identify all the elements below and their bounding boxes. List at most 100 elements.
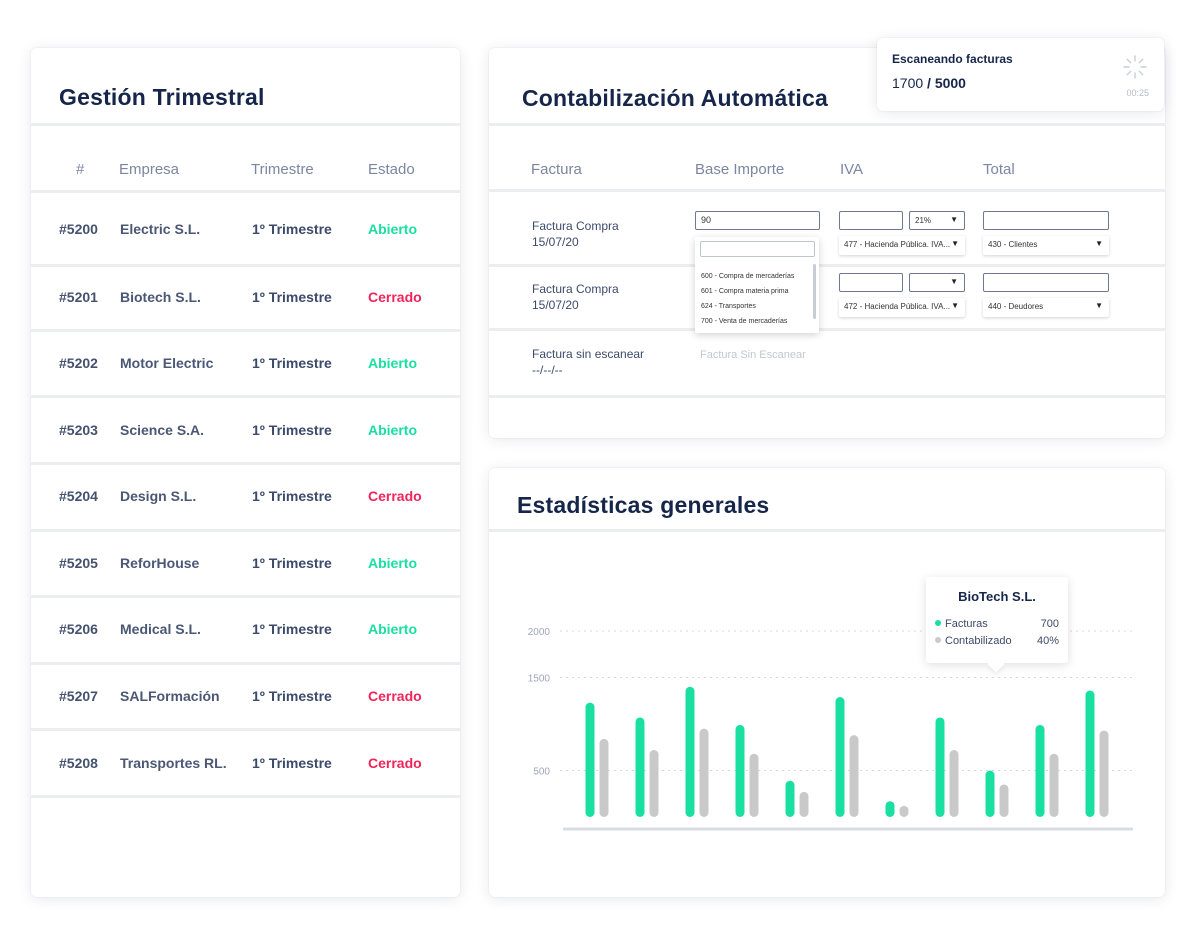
tooltip-label: Facturas bbox=[945, 618, 988, 630]
bar-contabilizado bbox=[749, 753, 759, 817]
divider bbox=[489, 264, 1165, 267]
accounting-title: Contabilización Automática bbox=[522, 85, 828, 111]
bar-facturas bbox=[885, 801, 895, 817]
divider bbox=[31, 190, 460, 193]
row-company: Medical S.L. bbox=[120, 621, 201, 637]
divider bbox=[489, 123, 1165, 126]
table-row[interactable]: #5203 Science S.A. 1º Trimestre Abierto bbox=[31, 399, 460, 461]
bar-contabilizado bbox=[649, 750, 659, 817]
table-row[interactable]: #5205 ReforHouse 1º Trimestre Abierto bbox=[31, 532, 460, 594]
table-row[interactable]: #5207 SALFormación 1º Trimestre Cerrado bbox=[31, 665, 460, 727]
col-header-trimestre: Trimestre bbox=[251, 161, 314, 178]
scan-progress: 1700 / 5000 bbox=[892, 75, 966, 91]
dropdown-search-input[interactable] bbox=[700, 241, 815, 257]
invoice-name: Factura Compra bbox=[532, 282, 619, 296]
scan-title: Escaneando facturas bbox=[892, 52, 1013, 66]
loading-spinner-icon bbox=[1123, 55, 1147, 79]
row-quarter: 1º Trimestre bbox=[252, 688, 332, 704]
divider bbox=[489, 328, 1165, 331]
total-account-value: 430 - Clientes bbox=[988, 240, 1038, 249]
iva-account-select[interactable]: 472 - Hacienda Pública. IVA... ▼ bbox=[839, 298, 965, 317]
row-quarter: 1º Trimestre bbox=[252, 755, 332, 771]
invoice-date: --/--/-- bbox=[532, 363, 563, 377]
tooltip-row-contabilizado: Contabilizado 40% bbox=[935, 635, 1059, 647]
iva-account-select[interactable]: 477 - Hacienda Pública. IVA... ▼ bbox=[839, 236, 965, 255]
row-number: #5200 bbox=[59, 221, 98, 237]
divider bbox=[31, 795, 460, 798]
divider bbox=[31, 395, 460, 398]
scan-separator: / bbox=[923, 75, 935, 91]
row-quarter: 1º Trimestre bbox=[252, 621, 332, 637]
bar-contabilizado bbox=[699, 728, 709, 817]
col-header-iva: IVA bbox=[840, 161, 864, 178]
iva-account-value: 477 - Hacienda Pública. IVA... bbox=[844, 240, 951, 249]
row-company: Biotech S.L. bbox=[120, 289, 201, 305]
legend-dot-icon bbox=[935, 637, 941, 643]
iva-rate-select[interactable]: ▼ bbox=[909, 273, 965, 292]
table-row[interactable]: #5201 Biotech S.L. 1º Trimestre Cerrado bbox=[31, 266, 460, 328]
tooltip-value: 700 bbox=[1040, 618, 1059, 630]
total-account-select[interactable]: 430 - Clientes ▼ bbox=[983, 236, 1109, 255]
row-company: Motor Electric bbox=[120, 355, 214, 371]
bar-contabilizado bbox=[1099, 730, 1109, 817]
caret-down-icon: ▼ bbox=[1095, 239, 1103, 248]
iva-amount-input[interactable] bbox=[839, 273, 903, 292]
unscanned-placeholder: Factura Sin Escanear bbox=[700, 349, 806, 361]
table-row[interactable]: #5206 Medical S.L. 1º Trimestre Abierto bbox=[31, 598, 460, 660]
bar-facturas bbox=[985, 770, 995, 817]
dropdown-option[interactable]: 624 - Transportes bbox=[701, 303, 756, 310]
y-tick-label: 500 bbox=[533, 767, 550, 778]
row-quarter: 1º Trimestre bbox=[252, 221, 332, 237]
row-quarter: 1º Trimestre bbox=[252, 422, 332, 438]
row-number: #5206 bbox=[59, 621, 98, 637]
row-company: Electric S.L. bbox=[120, 221, 201, 237]
bar-facturas bbox=[1035, 724, 1045, 817]
row-number: #5201 bbox=[59, 289, 98, 305]
invoice-name: Factura sin escanear bbox=[532, 347, 645, 361]
row-quarter: 1º Trimestre bbox=[252, 488, 332, 504]
row-status: Abierto bbox=[368, 555, 417, 571]
bar-facturas bbox=[785, 780, 795, 817]
row-status: Abierto bbox=[368, 422, 417, 438]
base-amount-input[interactable]: 90 bbox=[695, 211, 820, 230]
table-row[interactable]: #5200 Electric S.L. 1º Trimestre Abierto bbox=[31, 198, 460, 260]
iva-account-value: 472 - Hacienda Pública. IVA... bbox=[844, 302, 951, 311]
table-row[interactable]: #5208 Transportes RL. 1º Trimestre Cerra… bbox=[31, 732, 460, 794]
dropdown-scrollbar[interactable] bbox=[813, 264, 816, 319]
dropdown-option[interactable]: 600 - Compra de mercaderías bbox=[701, 273, 795, 280]
bar-facturas bbox=[585, 702, 595, 817]
dropdown-option[interactable]: 700 - Venta de mercaderías bbox=[701, 318, 788, 325]
stats-title: Estadísticas generales bbox=[517, 492, 770, 518]
divider bbox=[489, 529, 1165, 532]
divider bbox=[31, 728, 460, 731]
row-status: Cerrado bbox=[368, 289, 422, 305]
tooltip-title: BioTech S.L. bbox=[958, 589, 1036, 604]
col-header-total: Total bbox=[983, 161, 1015, 178]
caret-down-icon: ▼ bbox=[951, 239, 959, 248]
row-number: #5203 bbox=[59, 422, 98, 438]
quarterly-management-card: Gestión Trimestral # Empresa Trimestre E… bbox=[31, 48, 460, 897]
total-input[interactable] bbox=[983, 211, 1109, 230]
row-number: #5208 bbox=[59, 755, 98, 771]
iva-rate-select[interactable]: 21% ▼ bbox=[909, 211, 965, 230]
caret-down-icon: ▼ bbox=[950, 215, 958, 224]
table-row[interactable]: #5202 Motor Electric 1º Trimestre Abiert… bbox=[31, 332, 460, 394]
tooltip-label: Contabilizado bbox=[945, 635, 1012, 647]
bar-facturas bbox=[635, 717, 645, 817]
dropdown-option[interactable]: 601 - Compra materia prima bbox=[701, 288, 789, 295]
bar-facturas bbox=[1085, 690, 1095, 817]
total-input[interactable] bbox=[983, 273, 1109, 292]
row-status: Abierto bbox=[368, 621, 417, 637]
row-status: Abierto bbox=[368, 355, 417, 371]
iva-amount-input[interactable] bbox=[839, 211, 903, 230]
divider bbox=[31, 329, 460, 332]
bar-facturas bbox=[735, 724, 745, 817]
total-account-select[interactable]: 440 - Deudores ▼ bbox=[983, 298, 1109, 317]
table-row[interactable]: #5204 Design S.L. 1º Trimestre Cerrado bbox=[31, 465, 460, 527]
account-dropdown[interactable]: 600 - Compra de mercaderías 601 - Compra… bbox=[695, 237, 819, 333]
chart-tooltip: BioTech S.L. Facturas 700 Contabilizado … bbox=[926, 577, 1068, 663]
bar-contabilizado bbox=[899, 805, 909, 817]
col-header-base: Base Importe bbox=[695, 161, 785, 178]
bar-contabilizado bbox=[599, 738, 609, 817]
